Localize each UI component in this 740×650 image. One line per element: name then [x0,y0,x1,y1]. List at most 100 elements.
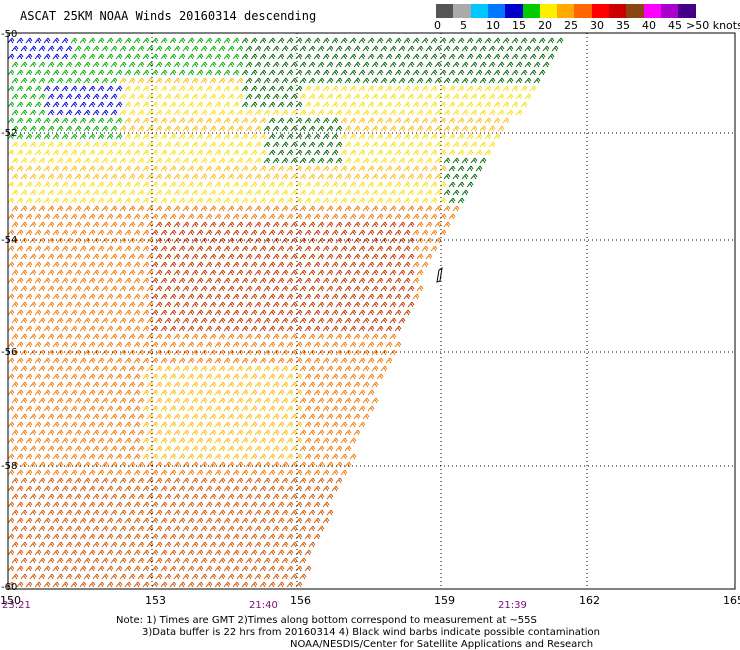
wind-barb-icon [236,397,244,404]
wind-barb-icon [326,61,334,68]
wind-barb-icon [155,509,163,516]
wind-barb-icon [223,533,231,540]
wind-barb-icon [119,573,127,580]
wind-barb-icon [196,261,204,268]
wind-barb-icon [191,573,199,580]
wind-barb-icon [349,261,357,268]
wind-barb-icon [349,277,357,284]
wind-barb-icon [38,93,46,100]
wind-barb-icon [169,373,177,380]
wind-barb-icon [308,45,316,52]
wind-barb-icon [25,421,33,428]
wind-barb-icon [214,261,222,268]
wind-barb-icon [110,461,118,468]
wind-barb-icon [344,125,352,132]
wind-barb-icon [115,37,123,44]
wind-barb-icon [200,285,208,292]
wind-barb-icon [277,165,285,172]
wind-barb-icon [151,181,159,188]
wind-barb-icon [286,517,294,524]
wind-barb-icon [353,365,361,372]
wind-barb-icon [128,189,136,196]
wind-barb-icon [79,261,87,268]
wind-barb-icon [331,405,339,412]
wind-barb-icon [385,277,393,284]
wind-barb-icon [160,53,168,60]
wind-barb-icon [65,413,73,420]
wind-barb-icon [164,429,172,436]
wind-barb-icon [92,141,100,148]
wind-barb-icon [101,141,109,148]
wind-barb-icon [358,85,366,92]
wind-barb-icon [416,77,424,84]
wind-barb-icon [331,37,339,44]
wind-barb-icon [83,205,91,212]
wind-barb-icon [493,69,501,76]
wind-barb-icon [466,37,474,44]
wind-barb-icon [218,509,226,516]
wind-barb-icon [164,77,172,84]
wind-barb-icon [101,541,109,548]
wind-barb-icon [196,293,204,300]
wind-barb-icon [295,245,303,252]
wind-barb-icon [308,365,316,372]
wind-barb-icon [29,205,37,212]
wind-barb-icon [349,309,357,316]
wind-barb-icon [97,485,105,492]
wind-barb-icon [178,389,186,396]
wind-barb-icon [295,533,303,540]
wind-barb-icon [34,229,42,236]
wind-barb-icon [164,125,172,132]
wind-barb-icon [335,205,343,212]
wind-barb-icon [313,293,321,300]
wind-barb-icon [484,149,492,156]
wind-barb-icon [457,149,465,156]
wind-barb-icon [277,309,285,316]
wind-barb-icon [119,157,127,164]
wind-barb-icon [223,133,231,140]
wind-barb-icon [25,581,33,588]
wind-barb-icon [56,477,64,484]
wind-barb-icon [29,525,37,532]
wind-barb-icon [488,125,496,132]
wind-barb-icon [101,365,109,372]
wind-barb-icon [70,53,78,60]
wind-barb-icon [16,85,24,92]
wind-barb-icon [92,429,100,436]
wind-barb-icon [245,493,253,500]
wind-barb-icon [83,445,91,452]
wind-barb-icon [29,477,37,484]
wind-barb-icon [34,357,42,364]
wind-barb-icon [160,453,168,460]
wind-barb-icon [295,213,303,220]
wind-barb-icon [308,477,316,484]
wind-barb-icon [92,557,100,564]
wind-barb-icon [169,53,177,60]
wind-barb-icon [70,565,78,572]
wind-barb-icon [223,85,231,92]
wind-barb-icon [331,421,339,428]
wind-barb-icon [250,533,258,540]
wind-barb-icon [304,245,312,252]
wind-barb-icon [254,189,262,196]
wind-barb-icon [43,101,51,108]
wind-barb-icon [191,365,199,372]
wind-barb-icon [434,221,442,228]
wind-barb-icon [434,173,442,180]
wind-barb-icon [479,77,487,84]
wind-barb-icon [155,413,163,420]
wind-barb-icon [115,501,123,508]
wind-barb-icon [29,285,37,292]
wind-barb-icon [250,197,258,204]
wind-barb-icon [349,69,357,76]
wind-barb-icon [358,325,366,332]
wind-barb-icon [124,69,132,76]
wind-barb-icon [7,277,15,284]
wind-barb-icon [25,165,33,172]
wind-barb-icon [209,525,217,532]
wind-barb-icon [29,429,37,436]
wind-barb-icon [371,157,379,164]
wind-barb-icon [25,197,33,204]
wind-barb-icon [101,205,109,212]
wind-barb-icon [25,565,33,572]
